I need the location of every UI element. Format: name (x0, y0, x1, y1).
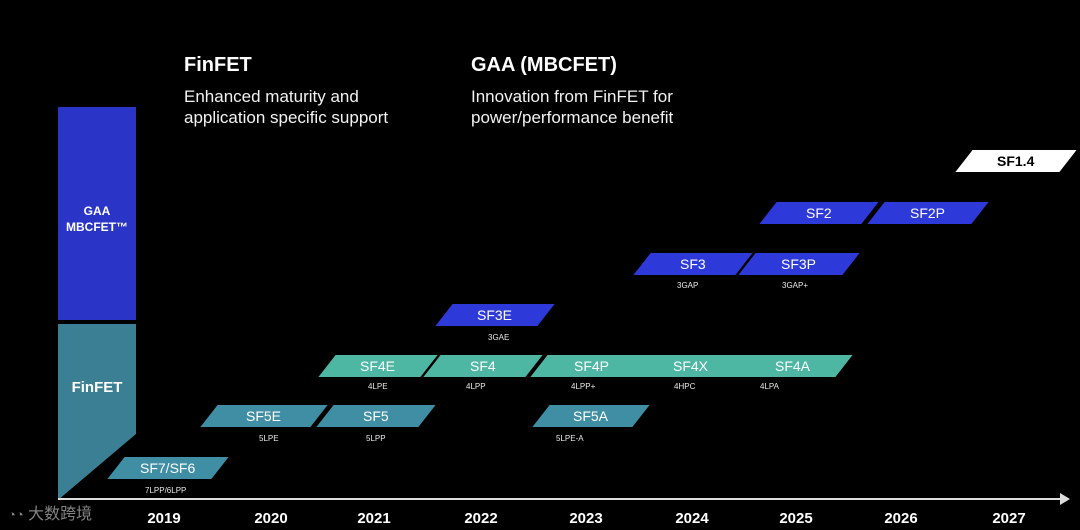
timeline-axis (58, 498, 1062, 500)
year-2024: 2024 (675, 510, 709, 527)
node-sf2p-label: SF2P (910, 205, 946, 221)
gaa-bar-label-line2: MBCFET™ (66, 220, 128, 234)
node-sf1-4-label: SF1.4 (997, 153, 1035, 169)
node-sf3e: SF3E (435, 304, 555, 326)
node-sf3p: SF3P (738, 253, 860, 275)
node-sf7-sf6: SF7/SF6 (107, 457, 229, 479)
node-sf2p: SF2P (867, 202, 989, 224)
timeline-arrow-icon (1060, 493, 1070, 505)
finfet-subtitle-line2: application specific support (184, 108, 389, 127)
gaa-subtitle-line2: power/performance benefit (471, 108, 674, 127)
year-2019: 2019 (147, 510, 181, 527)
node-sf5e-label: SF5E (246, 408, 282, 424)
node-sf7-sf6-code: 7LPP/6LPP (145, 486, 187, 495)
node-sf4e-code: 4LPE (368, 382, 388, 391)
finfet-bar (58, 324, 136, 500)
node-sf4: SF4 (423, 355, 543, 377)
finfet-bar-shape (58, 324, 136, 500)
node-sf4e-label: SF4E (360, 358, 396, 374)
node-sf4a: SF4A (733, 355, 853, 377)
year-2025: 2025 (779, 510, 813, 527)
node-sf4a-label: SF4A (775, 358, 811, 374)
node-sf5a: SF5A (532, 405, 650, 427)
node-sf3e-label: SF3E (477, 307, 513, 323)
gaa-subtitle-line1: Innovation from FinFET for (471, 87, 673, 106)
node-sf5e: SF5E (200, 405, 328, 427)
node-sf3: SF3 (633, 253, 753, 275)
year-2027: 2027 (992, 510, 1026, 527)
node-sf4p-code: 4LPP+ (571, 382, 596, 391)
node-sf3e-code: 3GAE (488, 333, 510, 342)
gaa-bar-label: GAA MBCFET™ (58, 203, 136, 235)
node-sf7-sf6-label: SF7/SF6 (140, 460, 196, 476)
node-sf5a-label: SF5A (573, 408, 609, 424)
year-2020: 2020 (254, 510, 288, 527)
gaa-bar (58, 107, 136, 320)
node-sf5e-code: 5LPE (259, 434, 279, 443)
node-sf4x: SF4X (630, 355, 752, 377)
node-sf4p-label: SF4P (574, 358, 610, 374)
node-sf4a-code: 4LPA (760, 382, 779, 391)
node-sf4-label: SF4 (470, 358, 496, 374)
finfet-heading: FinFET (184, 54, 252, 76)
watermark-text: 大数跨境 (28, 506, 93, 523)
year-2021: 2021 (357, 510, 391, 527)
gaa-heading: GAA (MBCFET) (471, 54, 617, 76)
watermark-logo-icon: ◔◔ (8, 507, 24, 522)
node-sf3p-label: SF3P (781, 256, 817, 272)
year-2022: 2022 (464, 510, 498, 527)
node-sf4e: SF4E (318, 355, 438, 377)
year-2026: 2026 (884, 510, 918, 527)
node-sf3-label: SF3 (680, 256, 706, 272)
finfet-bar-label: FinFET (71, 379, 123, 396)
node-sf5-code: 5LPP (366, 434, 386, 443)
watermark: ◔◔ 大数跨境 (8, 500, 92, 524)
year-2023: 2023 (569, 510, 603, 527)
node-sf2-label: SF2 (806, 205, 832, 221)
node-sf5: SF5 (316, 405, 436, 427)
node-sf4-code: 4LPP (466, 382, 486, 391)
node-sf4x-code: 4HPC (674, 382, 696, 391)
node-sf1-4: SF1.4 (955, 150, 1077, 172)
node-sf3p-code: 3GAP+ (782, 281, 809, 290)
node-sf5-label: SF5 (363, 408, 389, 424)
node-sf3-code: 3GAP (677, 281, 699, 290)
gaa-bar-label-line1: GAA (83, 204, 111, 218)
node-sf4x-label: SF4X (673, 358, 709, 374)
finfet-subtitle-line1: Enhanced maturity and (184, 87, 359, 106)
node-sf2: SF2 (759, 202, 879, 224)
node-sf5a-code: 5LPE-A (556, 434, 584, 443)
